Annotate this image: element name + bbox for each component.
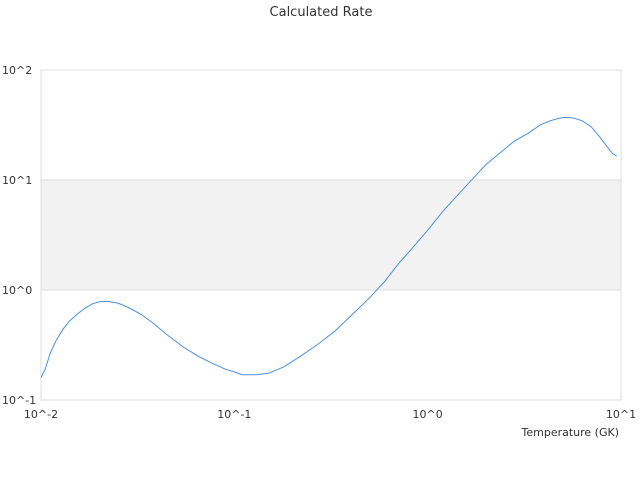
- y-axis-ticks: 10^-1 10^0 10^1 10^2: [2, 64, 36, 407]
- y-tick-label: 10^1: [2, 174, 32, 187]
- highlight-band: [41, 180, 621, 290]
- x-tick-label: 10^-2: [24, 408, 58, 421]
- plot-frame: [40, 69, 622, 401]
- x-tick-label: 10^1: [606, 408, 636, 421]
- series-line: [40, 116, 617, 378]
- y-tick-label: 10^0: [2, 284, 32, 297]
- series-layer: [40, 116, 617, 378]
- chart-title: Calculated Rate: [270, 5, 373, 20]
- x-axis-label: Temperature (GK): [521, 426, 620, 439]
- y-tick-label: 10^2: [2, 64, 32, 77]
- y-tick-label: 10^-1: [2, 394, 36, 407]
- x-tick-label: 10^-1: [217, 408, 251, 421]
- x-tick-label: 10^0: [413, 408, 443, 421]
- x-axis-ticks: 10^-2 10^-1 10^0 10^1: [24, 408, 636, 421]
